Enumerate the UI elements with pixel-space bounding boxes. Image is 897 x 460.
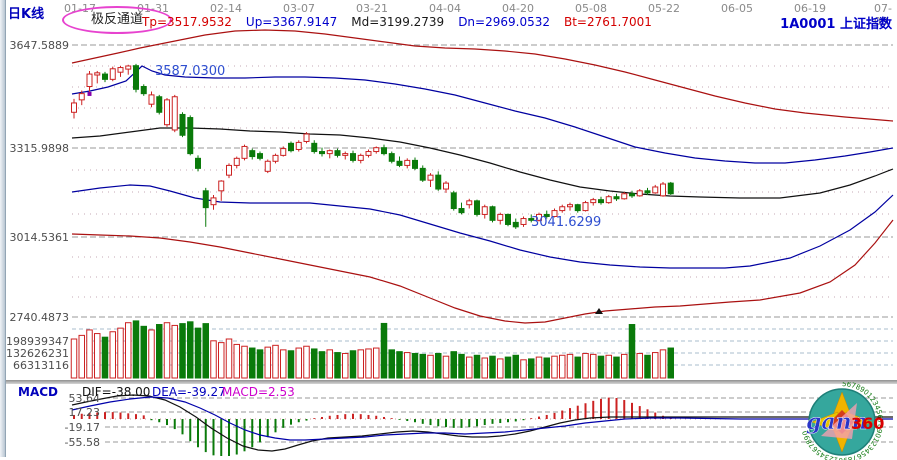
dea-line	[71, 396, 893, 441]
triangle-up-marker	[595, 308, 603, 314]
price-minor-gridlines	[72, 65, 893, 298]
macd-lines	[71, 394, 893, 452]
macd-dea-value: DEA=-39.27	[152, 385, 226, 399]
channel-lines	[71, 29, 894, 324]
channel-line-md	[71, 127, 894, 199]
channel-indicator-badge[interactable]: 极反通道	[62, 6, 172, 34]
volume-bars	[70, 320, 674, 379]
logo-number: 360	[851, 414, 884, 433]
candles	[71, 63, 674, 229]
gann360-logo: 567890123456789012345678901234567890 gan…	[801, 382, 884, 460]
symbol-name-label: 1A0001 上证指数	[780, 17, 892, 32]
channel-line-up	[71, 65, 894, 164]
legend-dn: Dn=2969.0532	[458, 15, 550, 29]
channel-line-dn	[71, 184, 894, 269]
channel-line-bt	[71, 219, 894, 324]
price-gridlines	[72, 44, 893, 318]
pane-separator[interactable]	[0, 380, 897, 384]
price-annotation-high: 3587.0300	[155, 64, 226, 79]
legend-tp: Tp=3517.9532	[142, 15, 232, 29]
channel-legend: Tp=3517.9532 Up=3367.9147 Md=3199.2739 D…	[142, 15, 652, 29]
channel-line-tp	[71, 29, 894, 122]
dif-line	[71, 394, 893, 452]
buy-signal-marker	[87, 91, 92, 96]
legend-up: Up=3367.9147	[245, 15, 338, 29]
macd-pane-title[interactable]: MACD	[18, 385, 58, 399]
legend-md: Md=3199.2739	[351, 15, 445, 29]
chart-type-label: 日K线	[8, 7, 45, 22]
legend-bt: Bt=2761.7001	[563, 15, 652, 29]
window-left-border	[0, 0, 6, 457]
logo-word: gann	[806, 409, 868, 435]
macd-dif-value: DIF=-38.00	[82, 385, 151, 399]
markers	[87, 91, 603, 314]
macd-macd-value: MACD=2.53	[222, 385, 295, 399]
price-annotation-low: 3041.6299	[531, 215, 602, 230]
